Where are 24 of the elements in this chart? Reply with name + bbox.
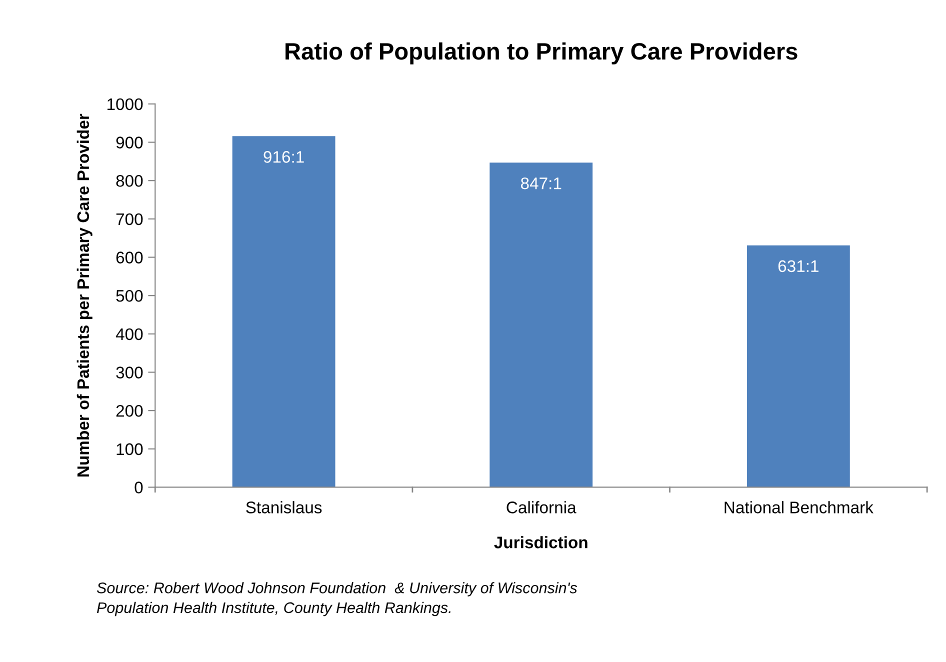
x-tick-label: California (506, 501, 576, 514)
y-tick-label: 700 (116, 213, 143, 226)
data-label: 847:1 (520, 177, 562, 190)
y-tick-label: 200 (116, 404, 143, 417)
y-tick-label: 500 (116, 290, 143, 302)
y-axis-title: Number of Patients per Primary Care Provider (76, 114, 92, 476)
y-tick-label: 900 (116, 136, 143, 148)
y-tick-label: 300 (116, 366, 143, 378)
bar (746, 245, 850, 488)
x-tick-label: Stanislaus (246, 501, 322, 514)
data-label: 916:1 (264, 151, 304, 163)
chart-title: Ratio of Population to Primary Care Providers (286, 42, 798, 64)
bar (490, 162, 593, 488)
y-tick-label: 800 (116, 174, 143, 187)
y-tick-label: 400 (116, 328, 143, 340)
y-tick-label: 600 (116, 252, 143, 264)
y-tick-label: 1000 (108, 98, 143, 110)
source-note: Source: Robert Wood Johnson Foundation & University of Wisconsin's Population Health Institute, County Health Rankings. (96, 582, 578, 616)
x-tick-label: National Benchmark (724, 501, 874, 514)
y-tick-label: 0 (134, 482, 143, 494)
x-axis-title: Jurisdiction (494, 536, 588, 548)
bar (232, 136, 336, 488)
data-label: 631:1 (778, 260, 818, 272)
y-tick-label: 100 (116, 443, 143, 456)
